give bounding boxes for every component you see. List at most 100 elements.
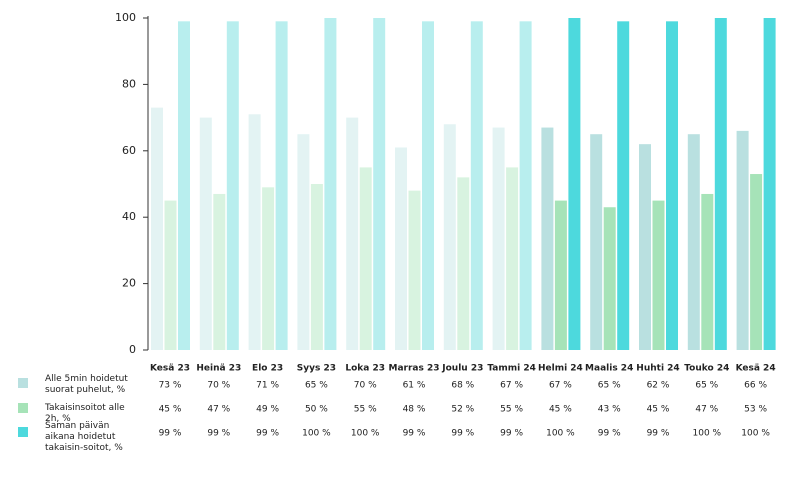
bar xyxy=(590,134,603,350)
table-value: 43 % xyxy=(598,405,621,415)
table-value: 100 % xyxy=(741,429,770,439)
bar xyxy=(541,127,554,350)
table-value: 71 % xyxy=(256,381,279,391)
bar xyxy=(151,107,163,350)
table-value: 99 % xyxy=(500,429,523,439)
x-tick-label: Touko 24 xyxy=(684,364,729,374)
table-value: 66 % xyxy=(744,381,767,391)
table-value: 47 % xyxy=(207,405,230,415)
bar xyxy=(568,18,581,350)
bar xyxy=(666,21,678,350)
table-value: 61 % xyxy=(403,381,426,391)
bar xyxy=(763,18,776,350)
bar xyxy=(324,18,337,350)
bar xyxy=(275,21,288,350)
bar xyxy=(687,134,700,350)
x-tick-label: Kesä 24 xyxy=(736,364,776,374)
bar xyxy=(714,18,727,350)
y-tick-label: 0 xyxy=(129,343,136,356)
table-value: 99 % xyxy=(256,429,279,439)
x-tick-label: Tammi 24 xyxy=(487,364,536,374)
bar xyxy=(701,193,714,350)
table-value: 45 % xyxy=(159,405,182,415)
table-value: 62 % xyxy=(647,381,670,391)
table-value: 100 % xyxy=(546,429,575,439)
x-tick-label: Heinä 23 xyxy=(196,364,241,374)
bar xyxy=(652,200,665,350)
bar xyxy=(297,134,310,350)
bar xyxy=(226,21,239,350)
x-tick-label: Maalis 24 xyxy=(585,364,633,374)
table-value: 70 % xyxy=(207,381,230,391)
table-value: 100 % xyxy=(693,429,722,439)
bar xyxy=(457,177,470,350)
table-value: 49 % xyxy=(256,405,279,415)
bar xyxy=(310,184,323,350)
table-value: 100 % xyxy=(351,429,380,439)
y-tick-label: 20 xyxy=(122,277,136,290)
table-value: 99 % xyxy=(159,429,182,439)
table-value: 47 % xyxy=(695,405,718,415)
bar xyxy=(554,200,567,350)
bar xyxy=(408,190,421,350)
bar xyxy=(492,127,505,350)
bar xyxy=(359,167,372,350)
bar xyxy=(248,114,261,350)
table-value: 45 % xyxy=(647,405,670,415)
y-tick-label: 60 xyxy=(122,144,136,157)
table-value: 100 % xyxy=(302,429,331,439)
table-value: 99 % xyxy=(647,429,670,439)
table-value: 50 % xyxy=(305,405,328,415)
x-tick-label: Joulu 23 xyxy=(441,364,483,374)
x-tick-label: Syys 23 xyxy=(297,364,336,374)
table-value: 67 % xyxy=(549,381,572,391)
table-value: 48 % xyxy=(403,405,426,415)
y-tick-label: 100 xyxy=(115,11,136,24)
x-tick-label: Marras 23 xyxy=(389,364,440,374)
legend-swatch xyxy=(18,378,28,388)
bar xyxy=(639,144,651,350)
table-value: 65 % xyxy=(305,381,328,391)
legend-label: Alle 5min hoidetut suorat puhelut, % xyxy=(45,374,128,395)
table-value: 99 % xyxy=(403,429,426,439)
table-value: 73 % xyxy=(159,381,182,391)
table-value: 52 % xyxy=(451,405,474,415)
table-value: 55 % xyxy=(354,405,377,415)
bar xyxy=(750,174,763,350)
table-value: 99 % xyxy=(598,429,621,439)
bar xyxy=(262,187,275,350)
table-value: 99 % xyxy=(451,429,474,439)
x-tick-label: Huhti 24 xyxy=(636,364,679,374)
y-tick-label: 40 xyxy=(122,210,136,223)
table-value: 99 % xyxy=(207,429,230,439)
y-tick-label: 80 xyxy=(122,77,136,90)
bar xyxy=(617,21,630,350)
bar xyxy=(395,147,407,350)
x-tick-label: Helmi 24 xyxy=(538,364,583,374)
bar xyxy=(470,21,483,350)
x-tick-label: Kesä 23 xyxy=(150,364,190,374)
bar xyxy=(736,130,749,350)
table-value: 68 % xyxy=(451,381,474,391)
table-value: 65 % xyxy=(695,381,718,391)
legend-label: Saman päivän aikana hoidetut takaisin-so… xyxy=(45,421,123,453)
table-value: 55 % xyxy=(500,405,523,415)
bar xyxy=(443,124,456,351)
bar xyxy=(213,193,226,350)
table-value: 70 % xyxy=(354,381,377,391)
bar xyxy=(519,21,532,350)
legend-label: Takaisinsoitot alle 2h, % xyxy=(45,403,125,424)
x-tick-label: Elo 23 xyxy=(252,364,283,374)
table-value: 65 % xyxy=(598,381,621,391)
bar xyxy=(346,117,359,350)
bar xyxy=(373,18,386,350)
table-value: 67 % xyxy=(500,381,523,391)
bar xyxy=(164,200,177,350)
legend-swatch xyxy=(18,427,28,437)
x-tick-label: Loka 23 xyxy=(345,364,385,374)
bar xyxy=(506,167,519,350)
bar xyxy=(603,207,616,350)
